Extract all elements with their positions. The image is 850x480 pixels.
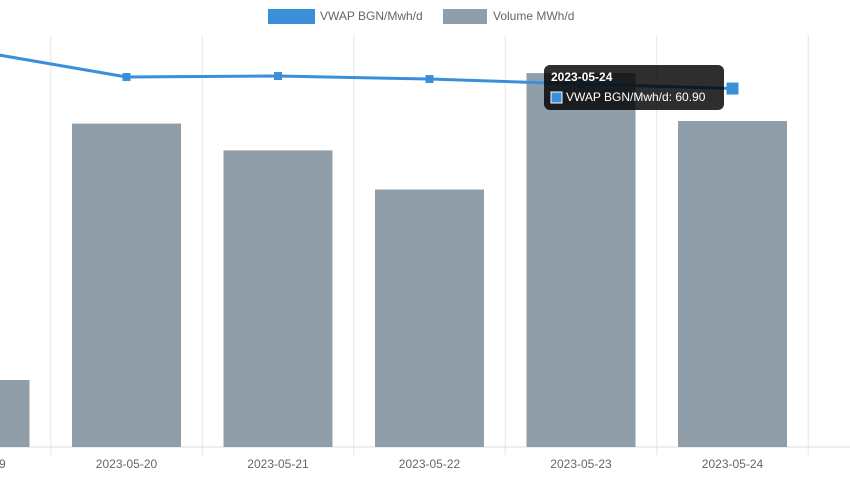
legend-label: VWAP BGN/Mwh/d — [320, 9, 423, 23]
legend-swatch — [443, 9, 487, 24]
tooltip-swatch — [550, 91, 563, 104]
bar — [526, 73, 636, 448]
x-tick-label: 2023-05-24 — [702, 457, 764, 471]
x-tick-label: 2023-05-23 — [550, 457, 612, 471]
line-point — [726, 82, 739, 95]
bar — [375, 189, 484, 447]
bar — [0, 380, 30, 447]
bar — [223, 150, 333, 448]
x-tick-label: 2023-05-19 — [0, 457, 6, 471]
bar — [72, 123, 181, 447]
legend-swatch — [268, 9, 315, 24]
plot: 2023-05-19 2023-05-20 2023-05-21 2023-05-22… — [0, 35, 850, 471]
tooltip-title: 2023-05-24 — [551, 70, 613, 84]
x-tick-label: 2023-05-20 — [96, 457, 158, 471]
tooltip-box — [544, 65, 724, 110]
tooltip-label: VWAP BGN/Mwh/d: 60.90 — [566, 90, 706, 104]
x-tick-label: 2023-05-21 — [247, 457, 309, 471]
line-point — [122, 73, 131, 82]
x-tick-label: 2023-05-22 — [399, 457, 461, 471]
bar — [678, 121, 787, 447]
line-point — [274, 72, 282, 81]
legend-label: Volume MWh/d — [493, 9, 574, 23]
line-point — [425, 75, 434, 84]
